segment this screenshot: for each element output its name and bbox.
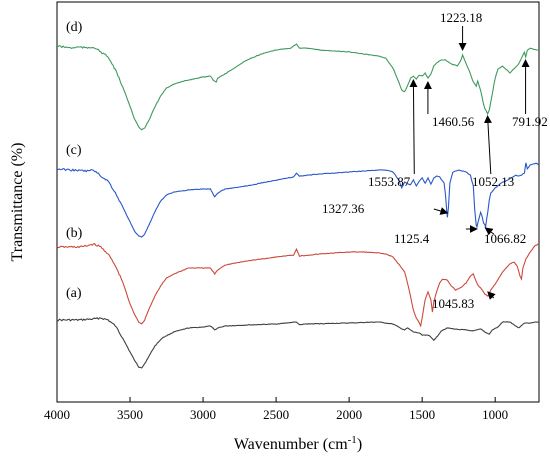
annotation-arrow [484,227,495,236]
x-axis-ticks: 4000 3500 3000 2500 2000 1500 1000 [44,397,508,422]
series-label-b: (b) [66,226,83,241]
series-label-d: (d) [66,20,83,35]
annotation-label: 791.92 [512,114,548,129]
annotation-label: 1125.4 [394,231,430,246]
series-layer [56,43,540,369]
series-line-d [56,43,540,131]
x-tick-label: 3500 [117,407,143,422]
x-tick-label: 3000 [190,407,216,422]
series-line-a [56,316,540,369]
annotation-label: 1223.18 [440,10,482,25]
annotation-arrow [409,79,418,175]
annotation-label: 1327.36 [322,201,365,216]
plot-frame [56,1,540,403]
series-label-a: (a) [66,286,82,301]
annotation-arrow [487,291,496,300]
annotation-arrow [433,207,449,215]
x-tick-label: 2500 [263,407,289,422]
annotation-arrow [483,115,492,175]
series-line-c [56,162,540,238]
series-label-c: (c) [66,143,82,158]
annotation-layer: 1223.18 1553.87 1460.56 1052.13 791.92 1327.3… [322,10,548,311]
x-axis-title: Wavenumber (cm-1) [234,434,362,453]
series-line-b [56,243,540,328]
y-axis-title: Transmittance (%) [9,143,26,262]
x-tick-label: 4000 [44,407,70,422]
annotation-label: 1045.83 [432,296,474,311]
x-tick-label: 2000 [336,407,362,422]
panel-labels: (a) (b) (c) (d) [66,20,83,301]
annotation-label: 1052.13 [472,174,514,189]
annotation-label: 1553.87 [368,174,411,189]
annotation-label: 1066.82 [484,231,526,246]
x-tick-label: 1000 [482,407,508,422]
x-tick-label: 1500 [409,407,435,422]
annotation-label: 1460.56 [432,114,475,129]
